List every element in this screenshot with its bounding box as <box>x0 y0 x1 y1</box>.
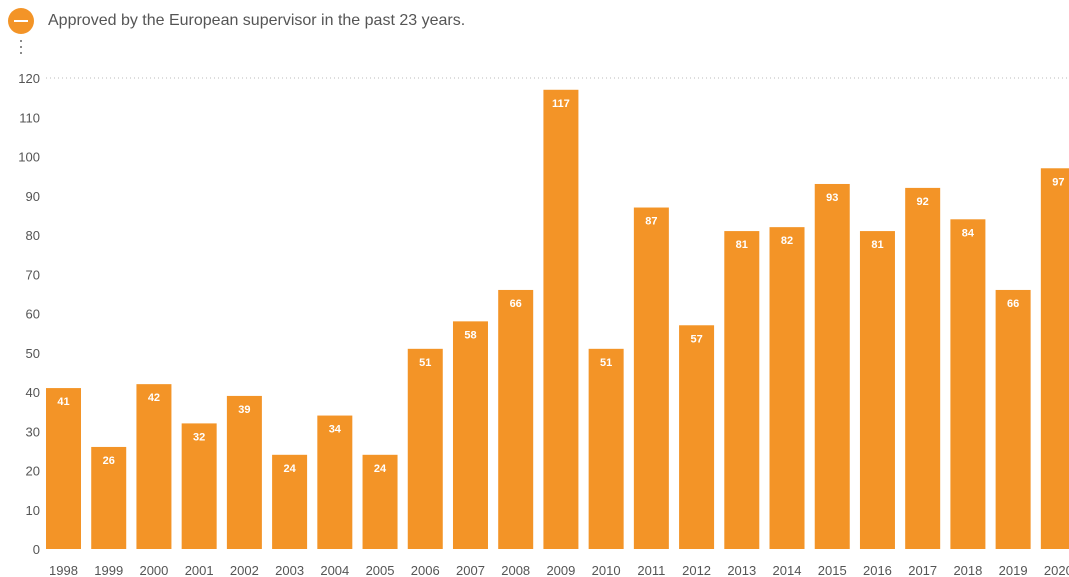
bar-value-label: 66 <box>1007 298 1019 310</box>
bar[interactable] <box>814 183 850 549</box>
legend-swatch-icon <box>8 8 34 34</box>
x-tick-label: 2019 <box>999 563 1028 577</box>
y-tick-label: 120 <box>18 71 40 86</box>
y-tick-label: 100 <box>18 150 40 165</box>
y-tick-label: 30 <box>26 424 40 439</box>
bar[interactable] <box>272 454 308 549</box>
x-tick-label: 2007 <box>456 563 485 577</box>
bar[interactable] <box>588 348 624 549</box>
bar-value-label: 42 <box>148 392 160 404</box>
bar[interactable] <box>950 219 986 550</box>
bar[interactable] <box>543 89 579 550</box>
x-tick-label: 2018 <box>953 563 982 577</box>
x-tick-label: 2011 <box>637 563 665 577</box>
bar-value-label: 82 <box>781 235 793 247</box>
y-tick-label: 70 <box>26 267 40 282</box>
bar-value-label: 92 <box>917 196 929 208</box>
bar[interactable] <box>498 289 534 549</box>
x-tick-label: 2003 <box>275 563 304 577</box>
x-tick-label: 1999 <box>94 563 123 577</box>
bar[interactable] <box>679 325 715 549</box>
bar[interactable] <box>91 446 127 549</box>
x-tick-label: 2017 <box>908 563 937 577</box>
bar[interactable] <box>317 415 353 549</box>
y-tick-label: 80 <box>26 228 40 243</box>
x-tick-label: 1998 <box>49 563 78 577</box>
bar[interactable] <box>724 231 760 549</box>
bar[interactable] <box>136 384 172 549</box>
bar[interactable] <box>46 388 81 549</box>
bar[interactable] <box>633 207 669 549</box>
bar[interactable] <box>452 321 488 549</box>
bar-value-label: 97 <box>1052 176 1064 188</box>
y-tick-label: 20 <box>26 464 40 479</box>
x-tick-label: 2014 <box>773 563 802 577</box>
y-tick-label: 110 <box>19 110 40 125</box>
bar-value-label: 24 <box>374 463 387 475</box>
y-tick-label: 60 <box>26 307 40 322</box>
more-options-icon[interactable] <box>18 40 24 60</box>
x-tick-label: 2002 <box>230 563 259 577</box>
bar[interactable] <box>226 395 262 549</box>
bar-value-label: 34 <box>329 424 342 436</box>
bar-value-label: 58 <box>464 329 476 341</box>
x-tick-label: 2010 <box>592 563 621 577</box>
x-tick-label: 2005 <box>366 563 395 577</box>
chart-legend: Approved by the European supervisor in t… <box>8 8 465 34</box>
y-tick-label: 0 <box>33 542 40 557</box>
bar-value-label: 81 <box>871 239 883 251</box>
bar-value-label: 84 <box>962 227 975 239</box>
bar-value-label: 117 <box>552 98 570 110</box>
y-tick-label: 40 <box>26 385 40 400</box>
x-tick-label: 2016 <box>863 563 892 577</box>
bar-value-label: 32 <box>193 431 205 443</box>
bar[interactable] <box>362 454 398 549</box>
bar[interactable] <box>905 187 941 549</box>
y-tick-label: 50 <box>26 346 40 361</box>
x-tick-label: 2013 <box>727 563 756 577</box>
bar[interactable] <box>407 348 443 549</box>
bar-value-label: 66 <box>510 298 522 310</box>
legend-label: Approved by the European supervisor in t… <box>48 12 466 29</box>
y-tick-label: 10 <box>26 503 40 518</box>
bar-value-label: 41 <box>57 396 69 408</box>
bar-value-label: 81 <box>736 239 748 251</box>
x-tick-label: 2020 <box>1044 563 1069 577</box>
bar[interactable] <box>859 231 895 549</box>
bar-value-label: 51 <box>419 357 431 369</box>
x-tick-label: 2000 <box>139 563 168 577</box>
bar-value-label: 24 <box>283 463 296 475</box>
x-tick-label: 2004 <box>320 563 349 577</box>
bar-value-label: 26 <box>103 455 115 467</box>
x-tick-label: 2012 <box>682 563 711 577</box>
bar[interactable] <box>181 423 217 549</box>
bar-value-label: 57 <box>690 333 702 345</box>
bar[interactable] <box>1040 168 1069 549</box>
y-tick-label: 90 <box>26 189 40 204</box>
x-tick-label: 2015 <box>818 563 847 577</box>
bar-value-label: 39 <box>238 404 250 416</box>
x-tick-label: 2009 <box>546 563 575 577</box>
bar[interactable] <box>769 227 805 549</box>
bar-value-label: 87 <box>645 216 657 228</box>
x-tick-label: 2001 <box>185 563 214 577</box>
bar-value-label: 51 <box>600 357 612 369</box>
x-tick-label: 2008 <box>501 563 530 577</box>
bar[interactable] <box>995 289 1031 549</box>
bar-value-label: 93 <box>826 192 838 204</box>
x-tick-label: 2006 <box>411 563 440 577</box>
